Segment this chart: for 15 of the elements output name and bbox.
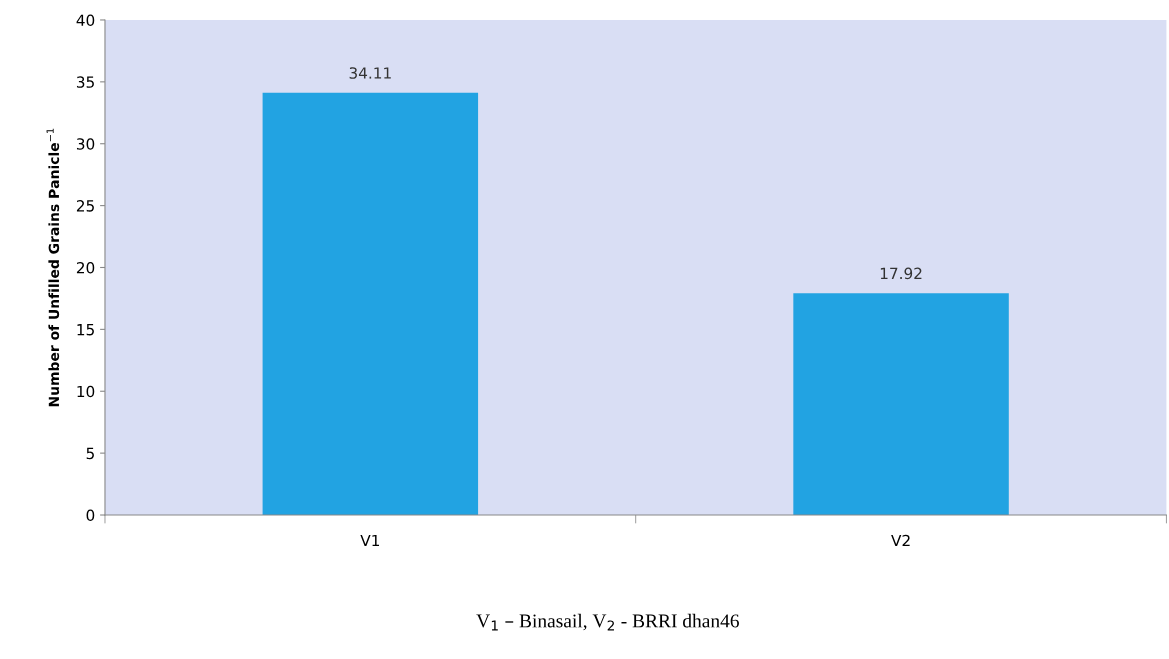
y-axis-title: Number of Unfilled Grains Panicle$^{−1}$ [46, 128, 60, 407]
y-tick-label: 5 [86, 447, 94, 460]
x-tick-label: V1 [360, 534, 380, 547]
data-label: 17.92 [880, 267, 922, 280]
y-tick-label: 0 [86, 509, 95, 522]
y-tick-label: 10 [77, 385, 95, 398]
x-tick-label: V2 [891, 534, 910, 547]
y-tick-label: 40 [76, 14, 95, 26]
data-label: 34.11 [349, 67, 391, 79]
y-tick-label: 30 [76, 138, 95, 150]
y-tick-label: 15 [77, 324, 94, 336]
y-tick-label: 25 [76, 200, 94, 212]
text: V$_{1}$ – Binasail, V$_{2}$ - BRRI dhan46 [476, 613, 739, 631]
y-tick-label: 35 [76, 76, 94, 88]
y-tick-label: 20 [76, 261, 95, 274]
